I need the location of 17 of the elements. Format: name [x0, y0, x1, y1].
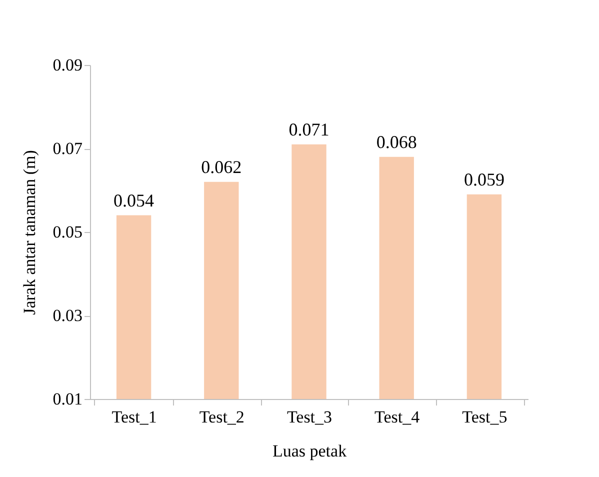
y-tick-label: 0.09: [52, 56, 82, 74]
y-tick-label: 0.03: [52, 306, 82, 325]
x-tick-label: Test_1: [112, 408, 157, 426]
y-axis-title: Jarak antar tanaman (m): [20, 150, 39, 315]
data-label: 0.059: [464, 169, 504, 190]
data-label: 0.062: [201, 156, 242, 177]
x-tick-label: Test_3: [286, 408, 332, 426]
x-tick-label: Test_4: [374, 408, 420, 426]
x-tick-label: Test_5: [462, 408, 508, 426]
x-tick-label: Test_2: [199, 408, 244, 426]
y-tick-label: 0.01: [52, 390, 82, 408]
y-tick-label: 0.05: [52, 222, 82, 242]
y-tick-label: 0.07: [52, 139, 83, 158]
x-axis-title: Luas petak: [272, 442, 348, 460]
data-label: 0.054: [114, 190, 154, 210]
data-label: 0.071: [288, 119, 330, 140]
data-label: 0.068: [376, 132, 417, 152]
